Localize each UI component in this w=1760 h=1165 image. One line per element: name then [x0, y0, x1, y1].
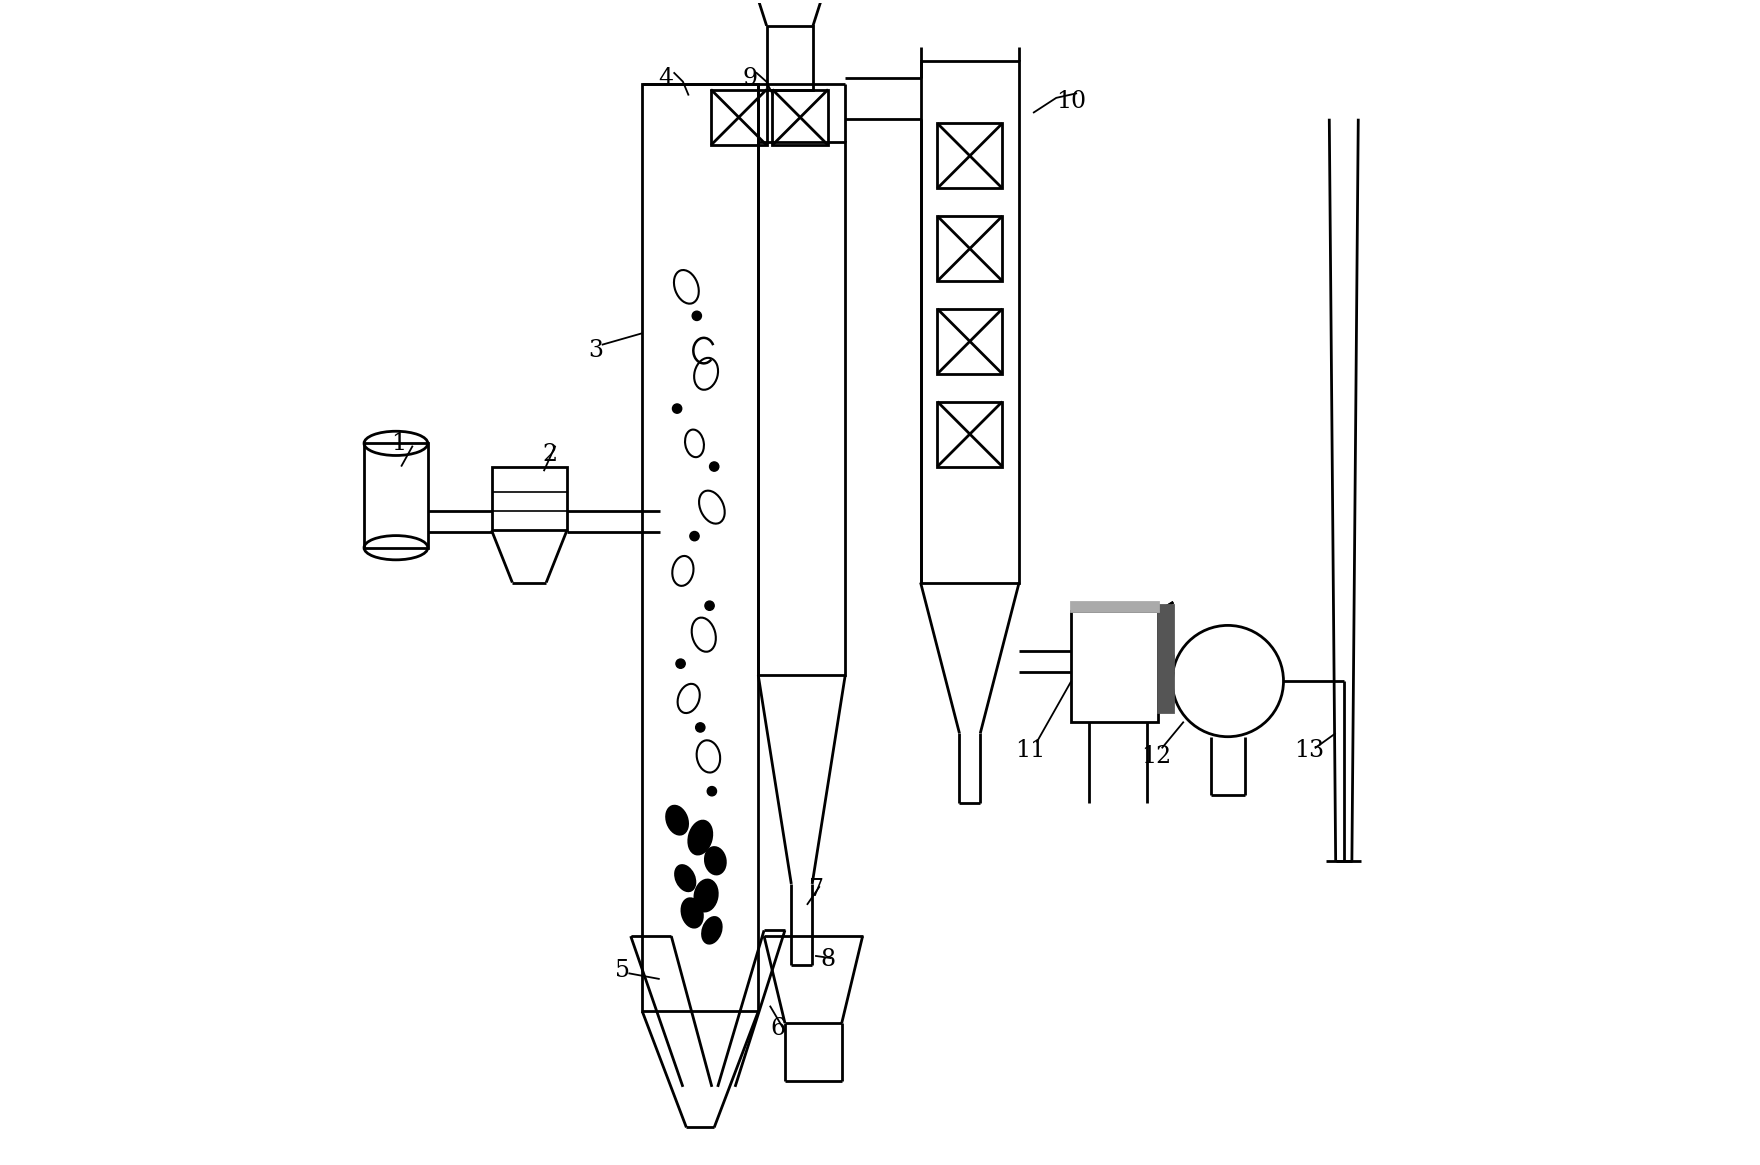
Bar	[1072, 612, 1158, 721]
Bar	[773, 90, 827, 146]
Text: 8: 8	[820, 948, 836, 970]
Circle shape	[708, 786, 716, 796]
Ellipse shape	[704, 847, 725, 875]
Text: 7: 7	[810, 878, 824, 902]
Circle shape	[695, 722, 706, 732]
Bar	[711, 90, 767, 146]
Text: 11: 11	[1016, 739, 1045, 762]
Circle shape	[690, 531, 699, 541]
Bar	[642, 84, 759, 1011]
Bar	[920, 61, 1019, 582]
Ellipse shape	[681, 898, 702, 927]
Bar	[938, 402, 1003, 466]
Ellipse shape	[695, 880, 718, 912]
Bar	[491, 466, 567, 530]
Text: 10: 10	[1056, 90, 1086, 113]
Circle shape	[709, 461, 718, 471]
Text: 4: 4	[658, 66, 672, 90]
Bar	[759, 142, 845, 676]
Ellipse shape	[674, 864, 695, 891]
Bar	[1158, 605, 1174, 712]
Text: 13: 13	[1294, 739, 1324, 762]
Circle shape	[672, 404, 681, 414]
Text: 1: 1	[391, 432, 407, 454]
Bar	[364, 444, 428, 548]
Text: 2: 2	[542, 444, 558, 466]
Circle shape	[676, 659, 685, 669]
Text: 9: 9	[743, 66, 759, 90]
Text: 12: 12	[1140, 744, 1170, 768]
Circle shape	[692, 311, 702, 320]
Text: 6: 6	[771, 1017, 785, 1040]
Circle shape	[706, 601, 715, 610]
Ellipse shape	[665, 805, 688, 835]
Bar	[938, 123, 1003, 189]
Ellipse shape	[688, 820, 713, 855]
Text: 3: 3	[588, 339, 604, 362]
Bar	[938, 309, 1003, 374]
Bar	[1072, 602, 1158, 612]
Bar	[767, 26, 813, 90]
Ellipse shape	[702, 917, 722, 944]
Bar	[938, 217, 1003, 281]
Text: 5: 5	[614, 960, 630, 982]
